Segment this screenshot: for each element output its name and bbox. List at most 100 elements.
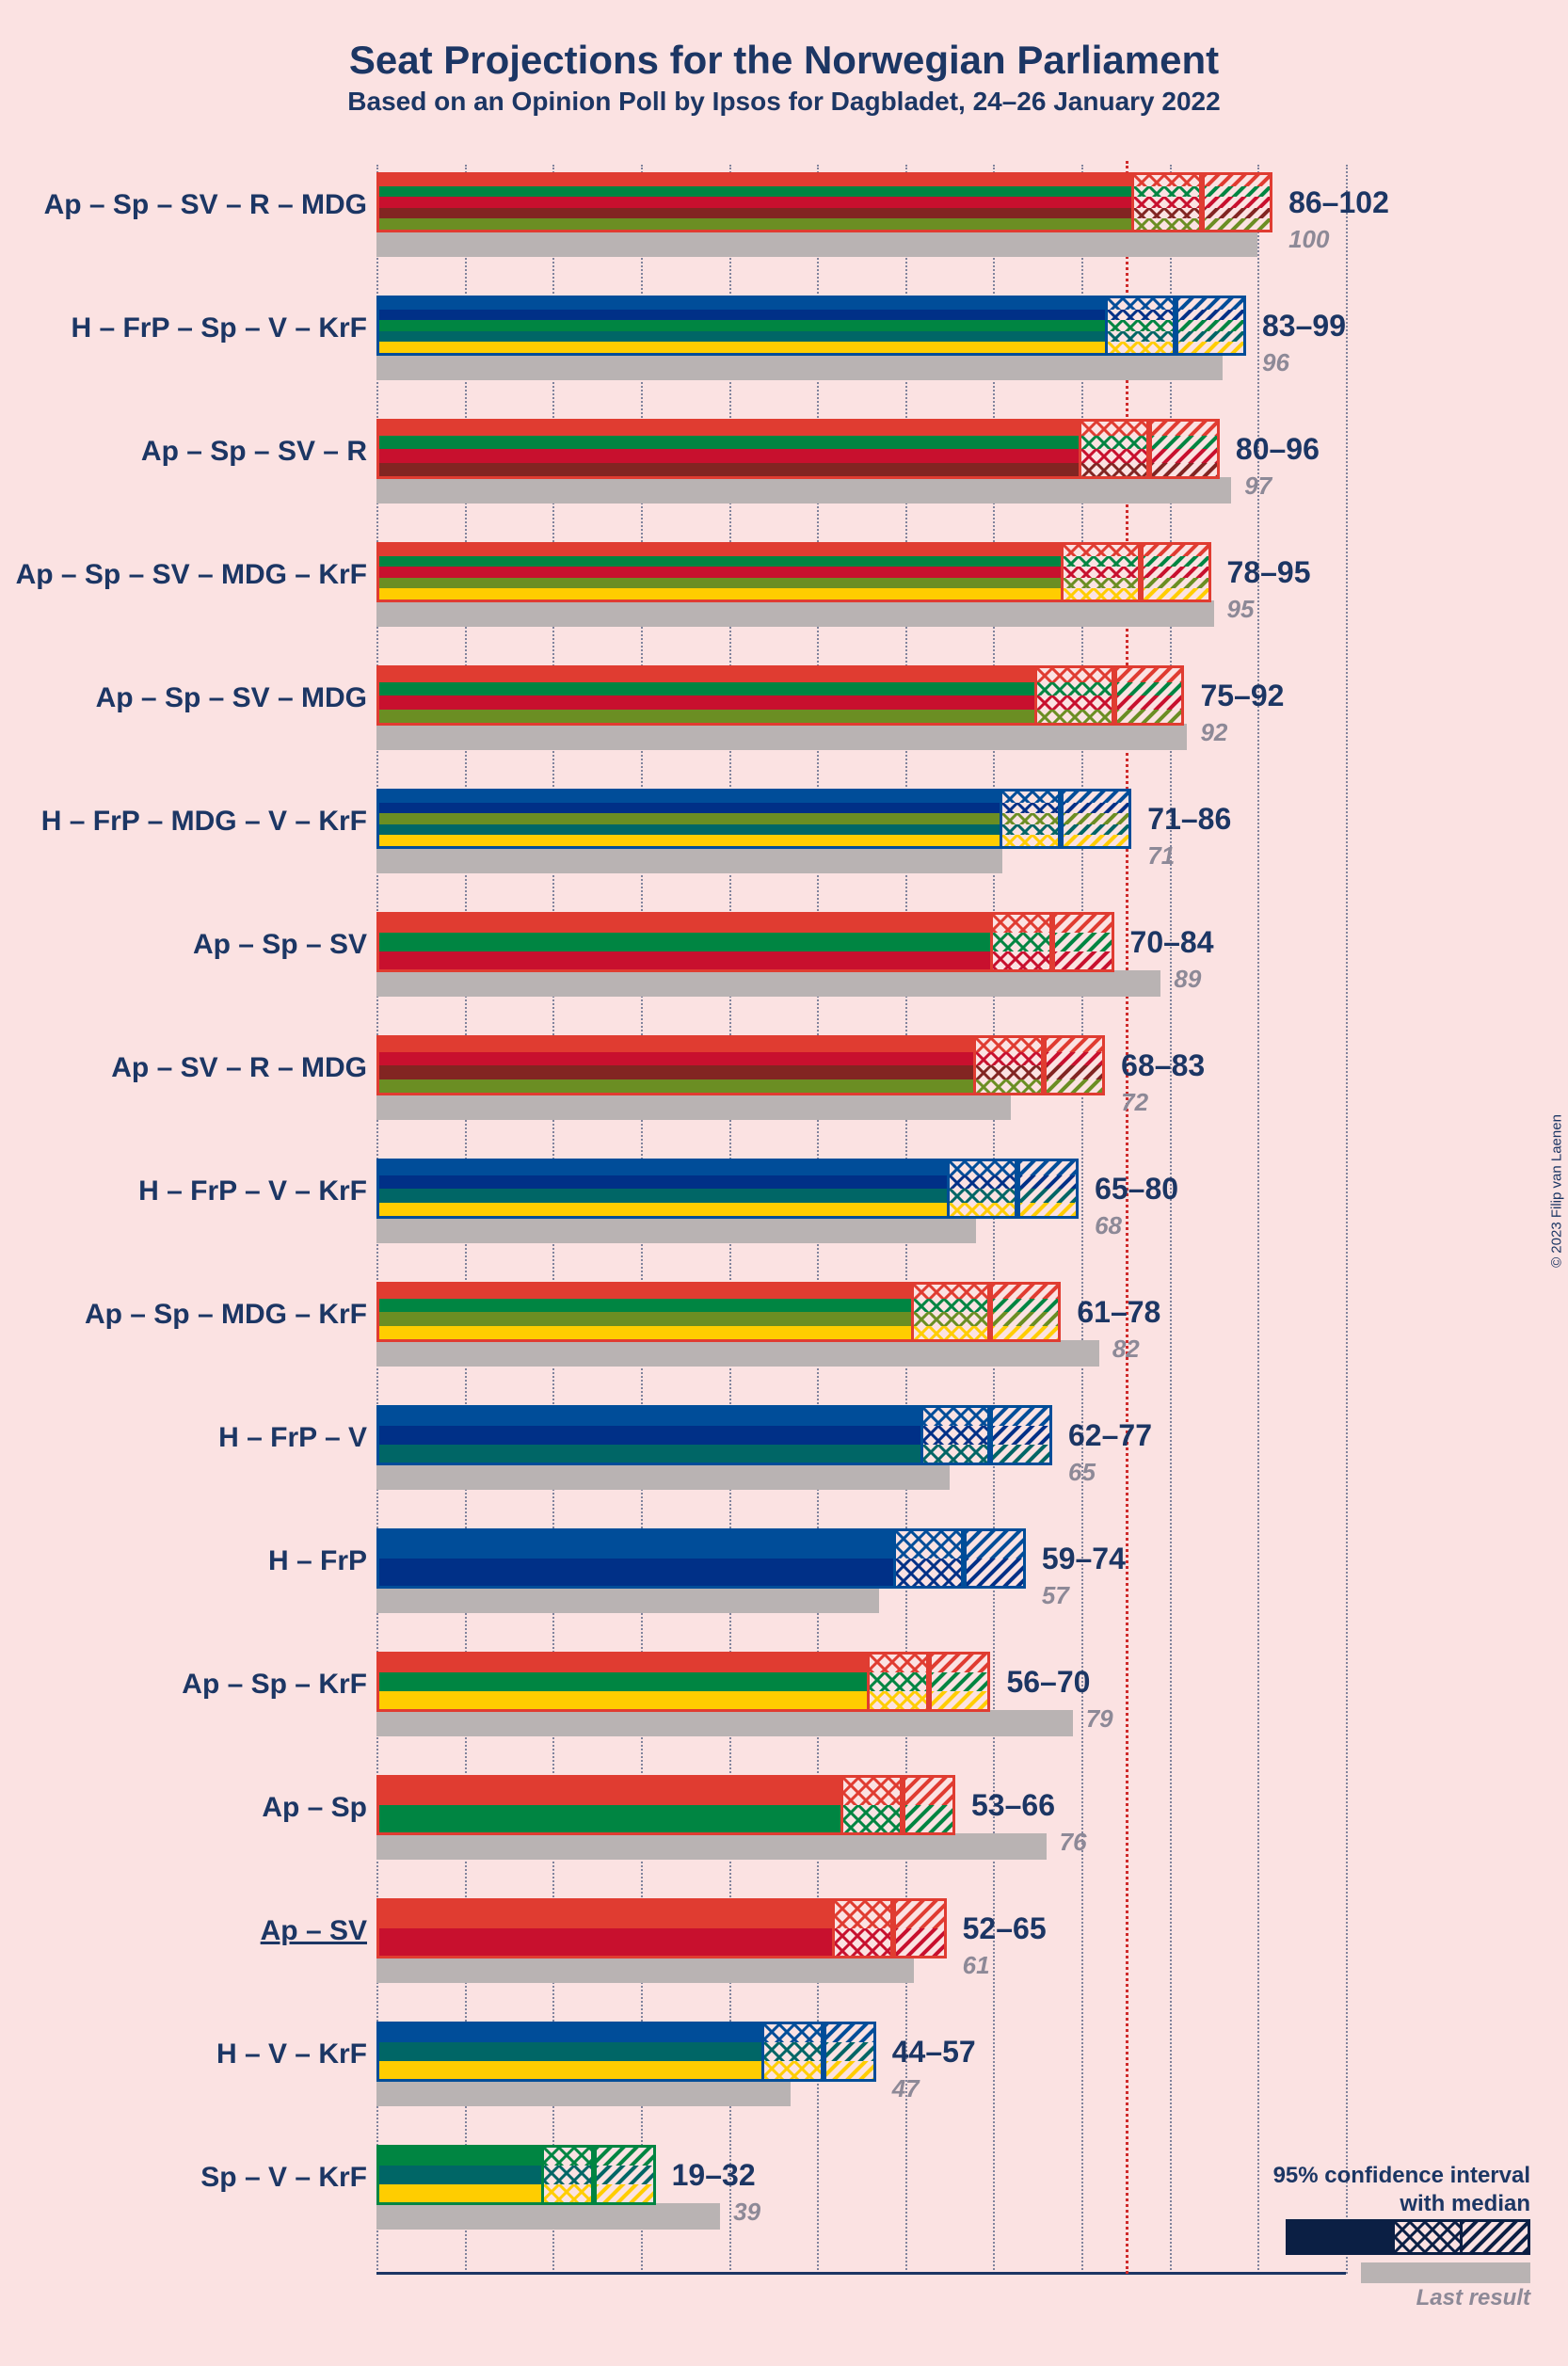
range-label: 62–77 (1068, 1418, 1152, 1453)
coalition-label: Ap – Sp (262, 1792, 367, 1824)
party-stripe-hatch-high (896, 1928, 943, 1956)
party-stripe-hatch-high (1178, 298, 1243, 310)
party-stripe (379, 803, 1000, 814)
party-stripe (379, 710, 1034, 724)
party-stripe-hatch-low (843, 1778, 900, 1805)
coalition-row: Ap – Sp – MDG – KrF61–7882 (75, 1274, 1384, 1385)
coalition-row: Ap – Sp – SV70–8489 (75, 904, 1384, 1015)
party-stripe-hatch-high (1205, 208, 1270, 219)
party-stripe-hatch-high (993, 1426, 1049, 1444)
party-stripe-hatch-low (993, 933, 1049, 951)
last-result-bar (376, 1957, 914, 1983)
party-stripe-hatch-low (896, 1559, 961, 1586)
party-stripe-hatch-low (1134, 208, 1199, 219)
coalition-label: Ap – Sp – SV – R – MDG (44, 189, 367, 221)
party-stripe-hatch-low (950, 1203, 1015, 1217)
party-stripe (379, 310, 1105, 321)
coalition-label: Ap – Sp – SV – MDG – KrF (16, 559, 367, 591)
party-stripe-hatch-low (1064, 567, 1137, 578)
party-stripe (379, 2166, 541, 2183)
party-stripe-hatch-high (932, 1672, 988, 1690)
party-stripe-hatch-low (1064, 588, 1137, 599)
party-stripe (379, 218, 1131, 230)
party-stripe (379, 2184, 541, 2202)
last-result-bar (376, 600, 1214, 627)
legend-last-bar (1361, 2262, 1530, 2283)
party-stripe (379, 2042, 761, 2060)
range-label: 86–102 (1288, 185, 1389, 220)
projection-bar (376, 172, 1275, 232)
range-label: 78–95 (1227, 555, 1311, 590)
party-stripe (379, 320, 1105, 331)
party-stripe (379, 298, 1105, 310)
party-stripe-hatch-high (896, 1901, 943, 1928)
party-stripe-hatch-high (1144, 567, 1208, 578)
party-stripe (379, 1559, 893, 1586)
coalition-label: Ap – SV (261, 1915, 367, 1947)
party-stripe-hatch-low (1108, 310, 1173, 321)
party-stripe (379, 695, 1034, 710)
projection-bar (376, 2022, 879, 2082)
projection-bar (376, 1159, 1081, 1219)
projection-bar (376, 789, 1134, 849)
coalition-row: Ap – Sp – SV – R – MDG86–102100 (75, 165, 1384, 276)
party-stripe-hatch-low (1037, 682, 1111, 696)
party-stripe-hatch-high (1020, 1203, 1077, 1217)
party-stripe-hatch-low (1134, 175, 1199, 186)
range-label: 44–57 (892, 2035, 976, 2070)
last-result-label: 76 (1060, 1828, 1087, 1857)
projection-bar (376, 296, 1249, 356)
projection-bar (376, 1528, 1029, 1589)
party-stripe-hatch-low (914, 1285, 987, 1299)
projection-bar (376, 1775, 958, 1835)
party-stripe-hatch-low (976, 1079, 1041, 1094)
party-stripe (379, 915, 990, 933)
range-label: 59–74 (1042, 1542, 1126, 1576)
range-label: 71–86 (1147, 802, 1231, 837)
last-result-bar (376, 1463, 950, 1490)
party-stripe (379, 1065, 973, 1079)
party-stripe-hatch-high (967, 1531, 1023, 1559)
party-stripe-hatch-low (870, 1672, 926, 1690)
party-stripe (379, 1928, 832, 1956)
party-stripe-hatch-low (1134, 186, 1199, 198)
party-stripe-hatch-low (764, 2042, 821, 2060)
last-result-label: 39 (733, 2198, 760, 2227)
party-stripe (379, 1299, 911, 1313)
last-result-bar (376, 354, 1223, 380)
party-stripe-hatch-high (932, 1655, 988, 1672)
party-stripe (379, 1052, 973, 1066)
party-stripe-hatch-high (1178, 320, 1243, 331)
range-label: 19–32 (672, 2158, 756, 2193)
last-result-bar (376, 970, 1160, 997)
legend-seg-crosshatch (1392, 2222, 1463, 2252)
coalition-row: Ap – Sp – KrF56–7079 (75, 1644, 1384, 1755)
party-stripe-hatch-high (1205, 186, 1270, 198)
party-stripe-hatch-low (764, 2061, 821, 2079)
last-result-label: 71 (1147, 841, 1175, 871)
last-result-label: 72 (1121, 1088, 1148, 1117)
party-stripe-hatch-low (923, 1445, 988, 1463)
party-stripe (379, 449, 1079, 463)
party-stripe-hatch-high (1205, 218, 1270, 230)
last-result-label: 96 (1262, 348, 1289, 377)
party-stripe-hatch-low (914, 1299, 987, 1313)
party-stripe-hatch-low (976, 1065, 1041, 1079)
party-stripe (379, 436, 1079, 450)
party-stripe-hatch-low (544, 2148, 591, 2166)
party-stripe (379, 1161, 947, 1175)
party-stripe-hatch-high (1064, 803, 1128, 814)
party-stripe (379, 2024, 761, 2042)
party-stripe-hatch-low (1002, 824, 1059, 836)
party-stripe (379, 1426, 920, 1444)
party-stripe (379, 1531, 893, 1559)
copyright-text: © 2023 Filip van Laenen (1549, 1114, 1565, 1268)
party-stripe-hatch-high (1178, 310, 1243, 321)
party-stripe (379, 1285, 911, 1299)
legend-last-text: Last result (1273, 2285, 1530, 2311)
party-stripe (379, 1175, 947, 1190)
party-stripe-hatch-low (950, 1161, 1015, 1175)
party-stripe-hatch-low (923, 1426, 988, 1444)
party-stripe (379, 588, 1061, 599)
party-stripe (379, 791, 1000, 803)
